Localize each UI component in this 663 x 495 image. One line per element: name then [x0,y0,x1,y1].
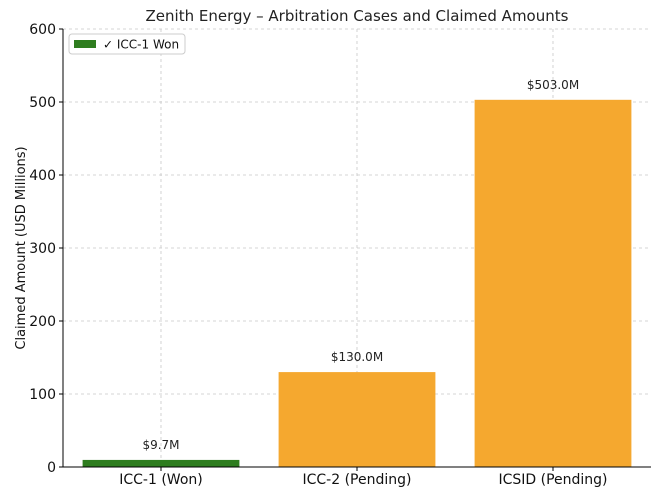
x-tick-label: ICC-2 (Pending) [303,472,412,488]
data-label: $503.0M [527,78,579,92]
data-label: $9.7M [142,438,179,452]
y-tick-label: 200 [29,314,56,330]
y-tick-label: 600 [29,22,56,38]
data-label: $130.0M [331,350,383,364]
axes [59,28,651,471]
y-axis-label: Claimed Amount (USD Millions) [14,146,29,349]
x-tick-label: ICC-1 (Won) [119,472,202,488]
bars [82,99,632,467]
bar [474,99,632,467]
chart-title: Zenith Energy – Arbitration Cases and Cl… [146,7,569,25]
y-tick-label: 0 [47,460,56,476]
labels: 0 100 200 300 400 500 600 $9.7M ICC-1 (Won) $130.… [29,22,607,488]
y-tick-label: 400 [29,168,56,184]
y-tick-label: 100 [29,387,56,403]
y-tick-label: 300 [29,241,56,257]
x-tick-label: ICSID (Pending) [498,472,607,488]
legend-label: ✓ ICC-1 Won [103,38,179,52]
legend: ✓ ICC-1 Won [68,33,186,55]
bar [82,459,240,467]
legend-swatch [74,40,96,48]
legend-box [68,33,186,55]
y-tick-label: 500 [29,95,56,111]
bar [278,372,436,467]
